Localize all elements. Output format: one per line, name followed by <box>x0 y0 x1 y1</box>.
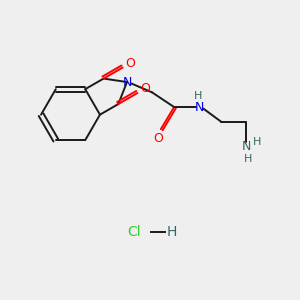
Text: H: H <box>167 225 177 239</box>
Text: O: O <box>140 82 150 95</box>
Text: H: H <box>194 91 203 101</box>
Text: H: H <box>253 137 262 147</box>
Text: O: O <box>125 57 135 70</box>
Text: N: N <box>194 100 204 114</box>
Text: H: H <box>244 154 252 164</box>
Text: N: N <box>122 76 132 88</box>
Text: O: O <box>154 132 164 145</box>
Text: N: N <box>242 140 251 153</box>
Text: Cl: Cl <box>127 225 141 239</box>
